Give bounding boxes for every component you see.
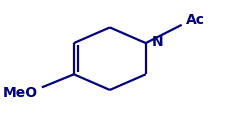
- Text: N: N: [152, 35, 163, 49]
- Text: Ac: Ac: [186, 13, 205, 27]
- Text: MeO: MeO: [3, 86, 38, 99]
